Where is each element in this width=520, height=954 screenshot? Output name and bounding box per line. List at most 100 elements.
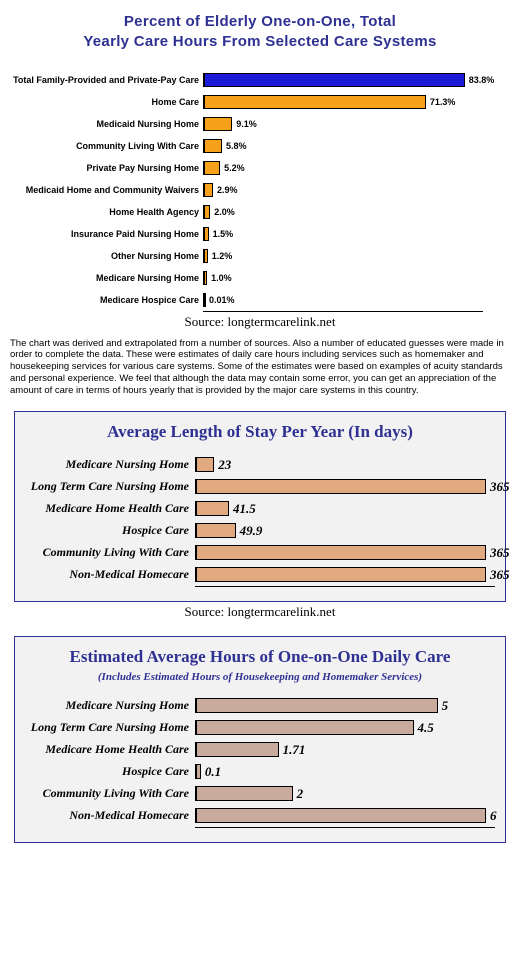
title-line1: Percent of Elderly One-on-One, Total <box>124 13 396 30</box>
chart1-title: Percent of Elderly One-on-One, Total Yea… <box>8 12 512 53</box>
chart3-label: Non-Medical Homecare <box>25 808 195 823</box>
chart3-bar-area: 4.5 <box>195 720 495 735</box>
chart2-panel: Average Length of Stay Per Year (In days… <box>14 411 506 602</box>
chart1-value: 83.8% <box>466 73 495 87</box>
chart1-label: Community Living With Care <box>8 141 203 151</box>
chart3-subtitle: (Includes Estimated Hours of Housekeepin… <box>25 671 495 683</box>
chart1-row: Other Nursing Home 1.2% <box>8 245 512 267</box>
chart1-row: Home Care 71.3% <box>8 91 512 113</box>
chart2-label: Hospice Care <box>25 523 195 538</box>
chart1-label: Total Family-Provided and Private-Pay Ca… <box>8 75 203 85</box>
chart1-bar <box>204 249 208 263</box>
chart2-row: Medicare Home Health Care 41.5 <box>25 498 495 520</box>
chart1-value: 1.0% <box>208 271 232 285</box>
chart2-row: Long Term Care Nursing Home365 <box>25 476 495 498</box>
chart1-bar-area: 71.3% <box>203 95 512 109</box>
chart3-row: Long Term Care Nursing Home 4.5 <box>25 717 495 739</box>
chart2-bar-area: 365 <box>195 567 495 582</box>
chart2-value: 23 <box>215 457 231 472</box>
chart2-bar <box>196 523 236 538</box>
chart1-row: Medicare Nursing Home1.0% <box>8 267 512 289</box>
chart1-row: Home Health Agency2.0% <box>8 201 512 223</box>
chart1-bar-area: 83.8% <box>203 73 512 87</box>
chart2-value: 365 <box>487 567 510 582</box>
chart1-value: 1.5% <box>210 227 234 241</box>
chart1-label: Insurance Paid Nursing Home <box>8 229 203 239</box>
chart1-value: 1.2% <box>209 249 233 263</box>
chart1-bar-area: 9.1% <box>203 117 512 131</box>
chart2-bar <box>196 545 486 560</box>
chart3-row: Medicare Home Health Care 1.71 <box>25 739 495 761</box>
chart1-bar <box>204 205 210 219</box>
chart2-bar-area: 23 <box>195 457 495 472</box>
chart1-bar-area: 2.0% <box>203 205 512 219</box>
chart1-bar-area: 5.8% <box>203 139 512 153</box>
chart1-value: 5.8% <box>223 139 247 153</box>
chart2-row: Community Living With Care365 <box>25 542 495 564</box>
chart1-bar <box>204 183 213 197</box>
chart3-label: Hospice Care <box>25 764 195 779</box>
chart1-value: 2.9% <box>214 183 238 197</box>
chart1-bar-area: 0.01% <box>203 293 512 307</box>
chart3-value: 0.1 <box>202 764 221 779</box>
chart3-row: Non-Medical Homecare 6 <box>25 805 495 827</box>
chart2-bar <box>196 501 229 516</box>
chart1-bar <box>204 139 222 153</box>
chart2-row: Medicare Nursing Home23 <box>25 454 495 476</box>
chart1-bar <box>204 271 207 285</box>
chart2-bar-area: 49.9 <box>195 523 495 538</box>
chart3-value: 1.71 <box>280 742 306 757</box>
chart1-bar <box>204 117 232 131</box>
chart3-value: 2 <box>294 786 304 801</box>
chart3-row: Hospice Care 0.1 <box>25 761 495 783</box>
chart2-label: Non-Medical Homecare <box>25 567 195 582</box>
chart3-bar <box>196 764 201 779</box>
chart2-bar-area: 365 <box>195 545 495 560</box>
chart3-value: 4.5 <box>415 720 434 735</box>
chart2-row: Hospice Care49.9 <box>25 520 495 542</box>
chart3-axis <box>195 827 495 828</box>
chart1-row: Private Pay Nursing Home5.2% <box>8 157 512 179</box>
chart1-label: Medicaid Nursing Home <box>8 119 203 129</box>
chart1-row: Medicaid Home and Community Waivers 2.9% <box>8 179 512 201</box>
chart3-bar-area: 2 <box>195 786 495 801</box>
chart3-bar <box>196 742 279 757</box>
chart2-label: Medicare Home Health Care <box>25 501 195 516</box>
chart1-label: Other Nursing Home <box>8 251 203 261</box>
chart3-bar <box>196 720 414 735</box>
chart2-label: Long Term Care Nursing Home <box>25 479 195 494</box>
chart3-value: 6 <box>487 808 497 823</box>
chart2-bars: Medicare Nursing Home23Long Term Care Nu… <box>25 454 495 586</box>
chart1-bar-area: 2.9% <box>203 183 512 197</box>
chart3-label: Long Term Care Nursing Home <box>25 720 195 735</box>
chart3-bar-area: 5 <box>195 698 495 713</box>
chart2-source: Source: longtermcarelink.net <box>8 604 512 620</box>
chart1-value: 2.0% <box>211 205 235 219</box>
chart1-bar-area: 5.2% <box>203 161 512 175</box>
chart2-bar-area: 41.5 <box>195 501 495 516</box>
chart3-bar-area: 6 <box>195 808 495 823</box>
chart1-bar <box>204 227 209 241</box>
chart2-value: 41.5 <box>230 501 256 516</box>
chart1-row: Total Family-Provided and Private-Pay Ca… <box>8 69 512 91</box>
chart1-bars: Total Family-Provided and Private-Pay Ca… <box>8 69 512 311</box>
chart1-axis <box>203 311 483 312</box>
chart2-value: 365 <box>487 545 510 560</box>
chart3-bar-area: 0.1 <box>195 764 495 779</box>
chart3-row: Medicare Nursing Home5 <box>25 695 495 717</box>
chart1-value: 9.1% <box>233 117 257 131</box>
chart2-bar-area: 365 <box>195 479 495 494</box>
chart1-row: Insurance Paid Nursing Home 1.5% <box>8 223 512 245</box>
chart2-bar <box>196 567 486 582</box>
chart1-row: Medicare Hospice Care0.01% <box>8 289 512 311</box>
chart1-label: Home Care <box>8 97 203 107</box>
chart2-title: Average Length of Stay Per Year (In days… <box>25 422 495 442</box>
chart1-label: Medicaid Home and Community Waivers <box>8 185 203 195</box>
chart1-value: 5.2% <box>221 161 245 175</box>
chart1-value: 71.3% <box>427 95 456 109</box>
chart3-label: Medicare Home Health Care <box>25 742 195 757</box>
chart2-row: Non-Medical Homecare365 <box>25 564 495 586</box>
chart3-bars: Medicare Nursing Home5Long Term Care Nur… <box>25 695 495 827</box>
chart1-value: 0.01% <box>206 293 235 307</box>
chart3-label: Medicare Nursing Home <box>25 698 195 713</box>
